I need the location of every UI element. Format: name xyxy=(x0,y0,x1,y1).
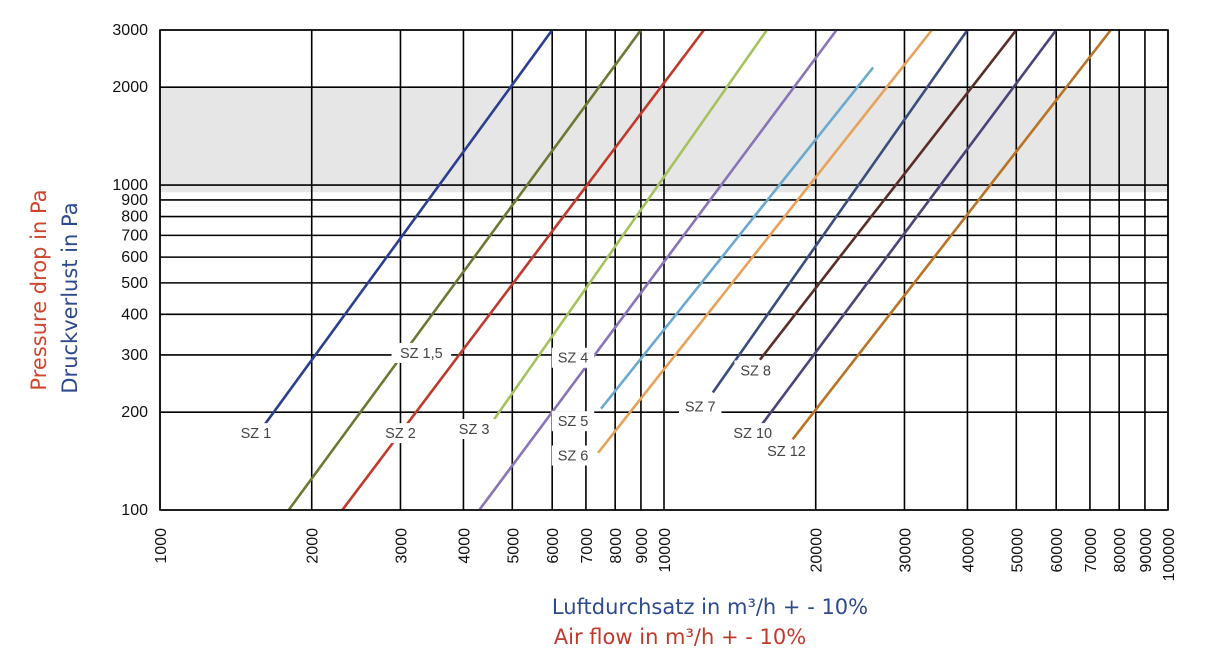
x-tick-label: 1000 xyxy=(153,528,170,564)
x-tick-label: 70000 xyxy=(1083,528,1100,573)
series-labels: SZ 1 SZ 1,5 SZ 2 SZ 3 SZ 4 SZ 5 SZ 6 SZ 7 SZ 8 SZ… xyxy=(234,342,812,466)
x-tick-label: 10000 xyxy=(657,528,674,573)
series-label-sz-10: SZ 10 xyxy=(733,426,772,442)
series-label-sz-5: SZ 5 xyxy=(558,414,589,430)
x-tick-label: 60000 xyxy=(1049,528,1066,573)
series-label-bg-sz-2 xyxy=(379,423,422,444)
series-line-sz-5 xyxy=(600,66,875,410)
series-label-sz-1-5: SZ 1,5 xyxy=(400,346,443,362)
x-tick-label: 9000 xyxy=(634,528,651,564)
series-line-sz-1-5 xyxy=(287,29,642,511)
x-axis-label-en: Air flow in m³/h + - 10% xyxy=(554,625,806,649)
series-label-sz-7: SZ 7 xyxy=(685,400,716,416)
y-axis-label-en: Pressure drop in Pa xyxy=(27,189,51,390)
series-line-sz-4 xyxy=(478,29,838,511)
series-line-sz-7 xyxy=(711,29,969,394)
y-tick-label: 900 xyxy=(121,192,148,209)
y-tick-label: 500 xyxy=(121,275,148,292)
series-label-bg-sz-12 xyxy=(760,440,812,461)
y-tick-label: 600 xyxy=(121,249,148,266)
series-line-sz-1 xyxy=(261,29,554,428)
x-tick-label: 100000 xyxy=(1161,528,1178,581)
series-label-bg-sz-7 xyxy=(679,396,722,417)
x-tick-label: 50000 xyxy=(1009,528,1026,573)
x-axis-label-de: Luftdurchsatz in m³/h + - 10% xyxy=(552,595,868,619)
series-label-bg-sz-1 xyxy=(234,423,278,444)
y-tick-label: 2000 xyxy=(112,79,148,96)
y-tick-label: 700 xyxy=(121,227,148,244)
x-tick-label: 6000 xyxy=(545,528,562,564)
series-line-sz-12 xyxy=(791,29,1112,441)
series-label-sz-1: SZ 1 xyxy=(241,426,272,442)
y-tick-label: 100 xyxy=(121,502,148,519)
x-tick-label: 5000 xyxy=(505,528,522,564)
y-tick-label: 1000 xyxy=(112,177,148,194)
x-tick-labels: 1000 2000 3000 4000 5000 6000 7000 8000 9000 1000… xyxy=(153,528,1178,581)
series-label-bg-sz-5 xyxy=(551,411,595,432)
x-tick-label: 3000 xyxy=(393,528,410,564)
series-label-sz-8: SZ 8 xyxy=(740,363,771,379)
series-label-sz-2: SZ 2 xyxy=(385,426,416,442)
series-label-bg-sz-4 xyxy=(551,347,595,368)
series-label-bg-sz-3 xyxy=(452,419,496,440)
y-tick-label: 800 xyxy=(121,209,148,226)
x-tick-label: 8000 xyxy=(608,528,625,564)
series-label-sz-12: SZ 12 xyxy=(767,444,806,460)
y-axis-label-de: Druckverlust in Pa xyxy=(58,202,82,393)
x-tick-label: 90000 xyxy=(1138,528,1155,573)
x-tick-label: 80000 xyxy=(1112,528,1129,573)
series-label-bg-sz-8 xyxy=(734,360,777,381)
y-tick-label: 400 xyxy=(121,306,148,323)
series-label-sz-3: SZ 3 xyxy=(459,422,490,438)
series-label-bg-sz-1-5 xyxy=(391,342,452,363)
y-tick-label: 300 xyxy=(121,347,148,364)
x-tick-label: 30000 xyxy=(897,528,914,573)
x-tick-label: 2000 xyxy=(305,528,322,564)
series-line-sz-3 xyxy=(492,29,768,421)
plot-border xyxy=(159,29,1169,511)
series-label-bg-sz-10 xyxy=(727,423,779,444)
series-label-bg-sz-6 xyxy=(551,445,595,466)
y-tick-label: 200 xyxy=(121,404,148,421)
series-line-sz-8 xyxy=(758,29,1018,361)
grid xyxy=(159,29,1169,511)
x-tick-label: 7000 xyxy=(579,528,596,564)
series-line-sz-6 xyxy=(597,29,933,454)
y-tick-label: 3000 xyxy=(112,22,148,39)
series-lines xyxy=(261,29,1112,511)
series-label-sz-6: SZ 6 xyxy=(558,449,589,465)
series-label-sz-4: SZ 4 xyxy=(558,351,589,367)
x-tick-label: 40000 xyxy=(960,528,977,573)
x-tick-label: 20000 xyxy=(809,528,826,573)
x-tick-label: 4000 xyxy=(456,528,473,564)
series-line-sz-10 xyxy=(758,29,1058,428)
